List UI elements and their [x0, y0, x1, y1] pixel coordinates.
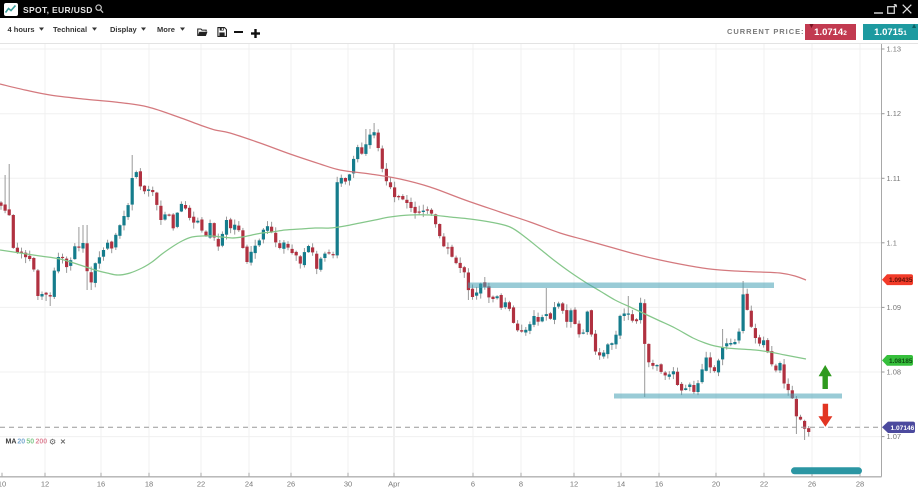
svg-text:24: 24: [245, 479, 253, 488]
svg-text:30: 30: [344, 479, 352, 488]
svg-text:1.08185: 1.08185: [889, 358, 913, 365]
svg-text:28: 28: [856, 479, 864, 488]
svg-text:20: 20: [712, 479, 720, 488]
svg-text:26: 26: [287, 479, 295, 488]
svg-text:⚙: ⚙: [49, 438, 56, 447]
svg-text:10: 10: [0, 479, 6, 488]
svg-text:1.08: 1.08: [887, 368, 902, 377]
svg-text:16: 16: [655, 479, 663, 488]
svg-text:14: 14: [617, 479, 625, 488]
svg-text:1.1: 1.1: [887, 238, 897, 247]
svg-text:1.07: 1.07: [887, 432, 902, 441]
svg-text:8: 8: [519, 479, 523, 488]
svg-text:1.12: 1.12: [887, 109, 902, 118]
svg-text:18: 18: [145, 479, 153, 488]
svg-text:16: 16: [97, 479, 105, 488]
svg-text:200: 200: [36, 439, 48, 446]
svg-text:12: 12: [570, 479, 578, 488]
svg-text:6: 6: [471, 479, 475, 488]
svg-text:Apr: Apr: [388, 479, 400, 488]
svg-text:20: 20: [17, 439, 25, 446]
svg-text:50: 50: [26, 439, 34, 446]
svg-text:1.07146: 1.07146: [891, 425, 915, 432]
svg-text:1.09435: 1.09435: [889, 277, 913, 284]
svg-text:1.09: 1.09: [887, 303, 902, 312]
svg-text:22: 22: [760, 479, 768, 488]
svg-text:12: 12: [41, 479, 49, 488]
svg-text:1.11: 1.11: [887, 174, 901, 183]
svg-text:1.13: 1.13: [887, 45, 902, 54]
svg-text:26: 26: [808, 479, 816, 488]
svg-text:✕: ✕: [60, 439, 66, 446]
svg-text:22: 22: [197, 479, 205, 488]
svg-text:MA: MA: [6, 439, 17, 446]
